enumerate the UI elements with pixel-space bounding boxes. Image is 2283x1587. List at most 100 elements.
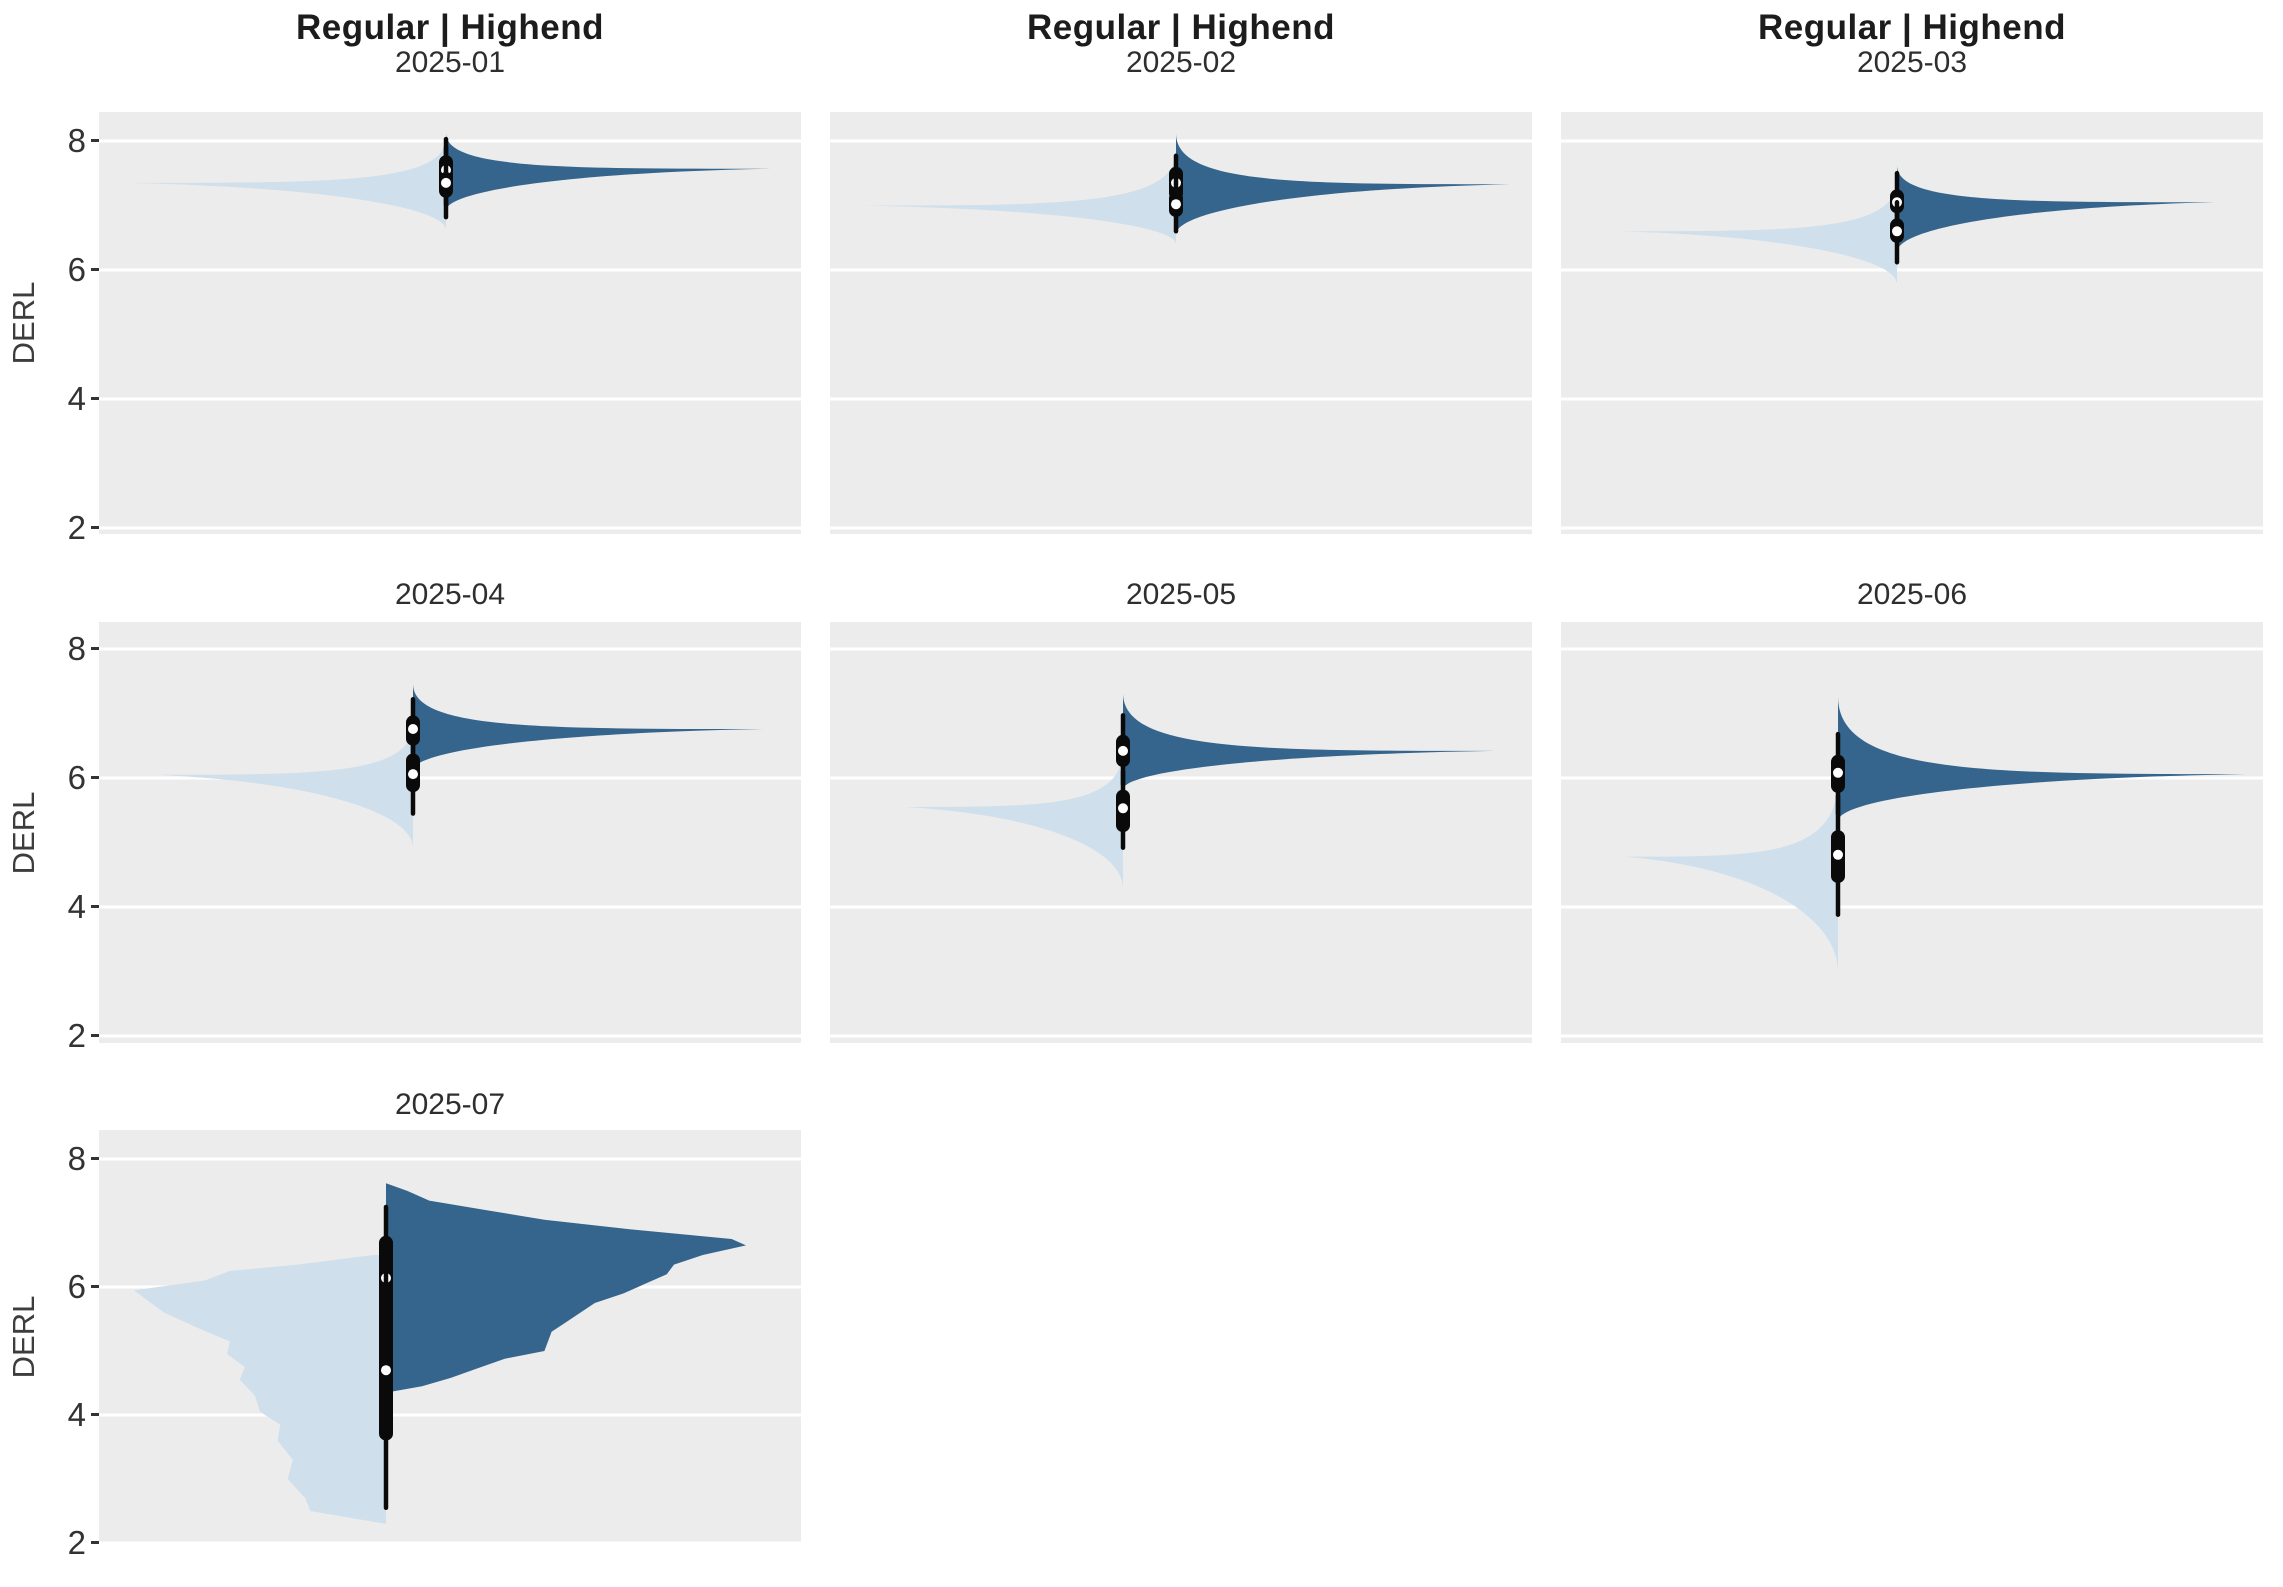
y-tick-label: 6 — [67, 251, 86, 288]
regular-box — [379, 1311, 393, 1441]
y-tick-label: 2 — [67, 509, 86, 546]
facet-subtitle-2025-05: 2025-05 — [1125, 578, 1237, 611]
y-tick-mark — [91, 776, 99, 779]
regular-median-dot — [1833, 849, 1843, 860]
gridline-y2 — [830, 1034, 1532, 1038]
regular-median-dot — [1118, 803, 1128, 814]
facet-subtitle-2025-04: 2025-04 — [394, 578, 506, 611]
regular-median-dot — [1892, 226, 1902, 237]
y-axis-title: DERL — [6, 281, 41, 365]
panel-background — [1561, 622, 2263, 1043]
regular-median-dot — [408, 769, 418, 780]
gridline-y4 — [1561, 397, 2263, 401]
y-tick-label: 4 — [67, 888, 86, 925]
violin-panel-2025-03 — [1561, 112, 2263, 534]
gridline-y6 — [1561, 268, 2263, 272]
facet-column-title: Regular | Highend — [1757, 8, 2067, 47]
violin-plot-area-2025-02 — [830, 112, 1532, 534]
y-axis-title: DERL — [6, 791, 41, 875]
facet-column-title: Regular | Highend — [295, 8, 605, 47]
regular-median-dot — [1171, 199, 1181, 210]
gridline-y2 — [99, 526, 801, 530]
violin-panel-2025-06 — [1561, 622, 2263, 1043]
violin-panel-2025-07 — [99, 1130, 801, 1543]
y-tick-mark — [91, 1157, 99, 1160]
regular-median-dot — [441, 177, 451, 188]
violin-plot-area-2025-05 — [830, 622, 1532, 1043]
facet-subtitle-2025-06: 2025-06 — [1856, 578, 1968, 611]
y-tick-mark — [91, 1541, 99, 1544]
violin-panel-2025-05 — [830, 622, 1532, 1043]
gridline-y6 — [830, 268, 1532, 272]
highend-violin-half — [413, 683, 765, 771]
y-tick-label: 8 — [67, 630, 86, 667]
violin-panel-2025-04 — [99, 622, 801, 1043]
y-tick-mark — [91, 526, 99, 529]
regular-violin-half — [1620, 179, 1897, 285]
gridline-y4 — [1561, 905, 2263, 909]
y-tick-mark — [91, 905, 99, 908]
violin-plot-area-2025-06 — [1561, 622, 2263, 1043]
regular-violin-half — [134, 1255, 386, 1524]
gridline-y8 — [99, 647, 801, 651]
facet-column-title: Regular | Highend — [1026, 8, 1336, 47]
gridline-y8 — [1561, 139, 2263, 143]
panel-background — [830, 622, 1532, 1043]
y-tick-label: 4 — [67, 380, 86, 417]
highend-median-dot — [1118, 745, 1128, 756]
regular-violin-half — [1625, 778, 1838, 972]
violin-panel-2025-01 — [99, 112, 801, 534]
gridline-y6 — [99, 776, 801, 780]
y-tick-label: 6 — [67, 1268, 86, 1305]
y-tick-label: 6 — [67, 759, 86, 796]
gridline-y2 — [830, 526, 1532, 530]
facet-subtitle-2025-07: 2025-07 — [394, 1088, 506, 1121]
highend-violin-half — [386, 1183, 746, 1393]
gridline-y8 — [99, 139, 801, 143]
regular-violin-half — [861, 150, 1176, 245]
highend-median-dot — [1833, 767, 1843, 778]
y-tick-label: 2 — [67, 1524, 86, 1561]
gridline-y8 — [830, 647, 1532, 651]
gridline-y4 — [99, 905, 801, 909]
gridline-y8 — [99, 1157, 801, 1161]
violin-panel-2025-02 — [830, 112, 1532, 534]
y-tick-label: 8 — [67, 122, 86, 159]
highend-median-dot — [408, 724, 418, 734]
regular-violin-half — [155, 723, 413, 848]
highend-violin-half — [1897, 165, 2215, 252]
y-tick-label: 8 — [67, 1140, 86, 1177]
highend-violin-half — [1176, 133, 1510, 235]
violin-plot-area-2025-03 — [1561, 112, 2263, 534]
gridline-y4 — [99, 1413, 801, 1417]
gridline-y6 — [99, 268, 801, 272]
regular-violin-half — [905, 749, 1123, 888]
facet-subtitle-2025-03: 2025-03 — [1856, 46, 1968, 79]
gridline-y2 — [99, 1034, 801, 1038]
facet-subtitle-2025-01: 2025-01 — [394, 46, 506, 79]
y-tick-mark — [91, 1034, 99, 1037]
violin-plot-area-2025-04 — [99, 622, 801, 1043]
facet-subtitle-2025-02: 2025-02 — [1125, 46, 1237, 79]
y-tick-label: 4 — [67, 1396, 86, 1433]
regular-median-dot — [381, 1365, 391, 1376]
violin-plot-area-2025-07 — [99, 1130, 801, 1543]
highend-violin-half — [1123, 692, 1495, 790]
gridline-y8 — [1561, 647, 2263, 651]
y-tick-mark — [91, 1285, 99, 1288]
gridline-y4 — [99, 397, 801, 401]
y-axis-title: DERL — [6, 1295, 41, 1379]
y-tick-mark — [91, 1413, 99, 1416]
gridline-y4 — [830, 905, 1532, 909]
gridline-y2 — [1561, 1034, 2263, 1038]
y-tick-mark — [91, 397, 99, 400]
panel-background — [1561, 112, 2263, 534]
gridline-y6 — [830, 776, 1532, 780]
y-tick-mark — [91, 268, 99, 271]
panel-background — [99, 622, 801, 1043]
gridline-y4 — [830, 397, 1532, 401]
gridline-y2 — [99, 1541, 801, 1543]
highend-violin-half — [446, 133, 770, 211]
violin-plot-area-2025-01 — [99, 112, 801, 534]
